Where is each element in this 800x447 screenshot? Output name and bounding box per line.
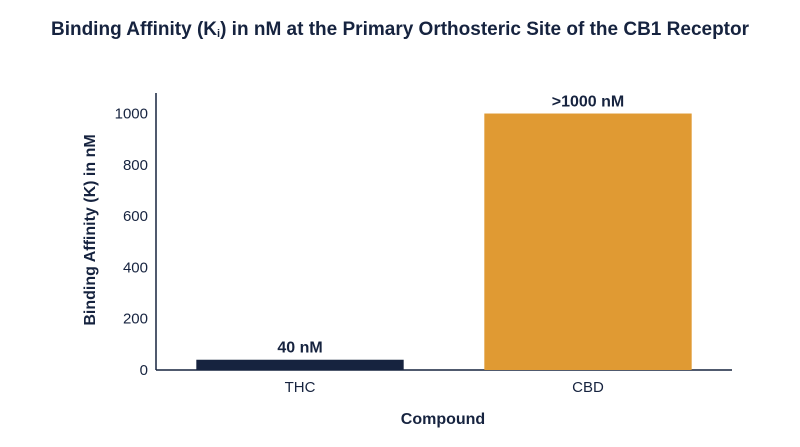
x-axis-title: Compound [401,411,485,428]
chart-title-prefix: Binding Affinity (K [50,19,218,40]
y-tick-label: 200 [123,311,148,328]
x-tick-label: THC [285,379,316,396]
chart-title: Binding Affinity (Ki) in nM at the Prima… [0,19,800,41]
data-label-thc: 40 nM [277,340,322,357]
plot-area: 0 200 400 600 800 1000 40 nM THC >1000 nM CBD [115,93,732,396]
y-tick-label: 1000 [115,106,148,123]
bar-cbd [484,113,692,370]
y-axis-title: Binding Affinity (K) in nM [82,134,99,325]
y-tick-label: 400 [123,259,148,276]
chart-title-suffix: ) in nM at the Primary Orthosteric Site … [220,19,750,40]
y-tick-label: 600 [123,208,148,225]
x-tick-label: CBD [572,379,604,396]
bar-thc [196,359,404,370]
y-tick-label: 0 [140,362,148,379]
data-label-cbd: >1000 nM [552,94,624,111]
chart-title-subscript: i [217,28,221,40]
y-tick-label: 800 [123,157,148,174]
